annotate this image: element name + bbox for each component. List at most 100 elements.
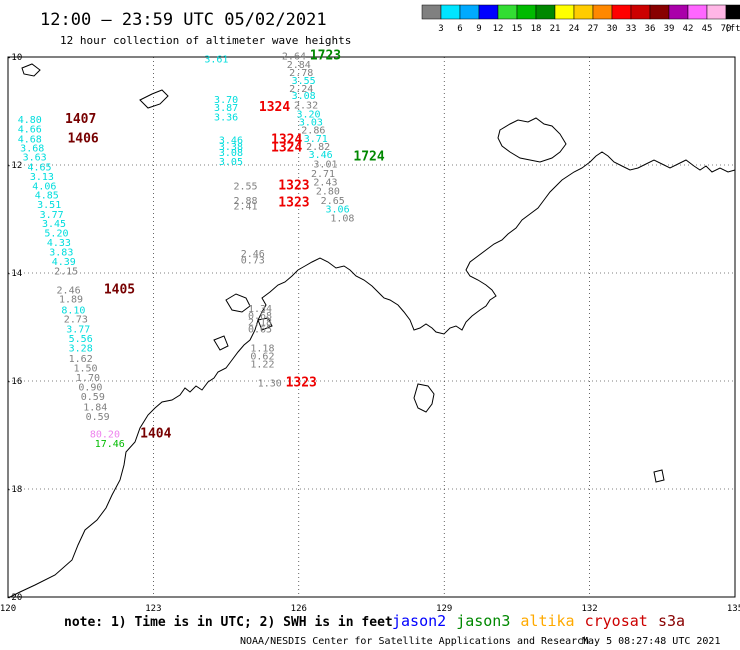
pass-time-label: 1323 [278, 178, 309, 193]
wave-height-value: 0.59 [86, 412, 110, 423]
island-northwest [139, 89, 169, 109]
longitude-tick-label: 120 [0, 604, 16, 614]
wave-height-value: 80.20 [90, 430, 120, 441]
color-scale-label: 24 [569, 24, 580, 34]
latitude-tick-label: -14 [6, 269, 22, 279]
color-swatch [440, 4, 461, 20]
pass-time-label: 1324 [271, 141, 302, 156]
wave-height-value: 3.70 [214, 95, 238, 106]
wave-height-value: 1.70 [76, 373, 100, 384]
melville-island-coastline [497, 117, 567, 163]
coastline [9, 63, 736, 598]
color-swatch [706, 4, 727, 20]
wave-height-value: 3.45 [42, 219, 66, 230]
wave-height-value: 2.24 [289, 84, 313, 95]
wave-height-value: 3.77 [66, 324, 90, 335]
map-title: 12:00 – 23:59 UTC 05/02/2021 [40, 10, 327, 30]
color-swatch [649, 4, 670, 20]
satellite-legend-jason3: jason3 [456, 612, 510, 630]
footer-note: note: 1) Time is in UTC; 2) SWH is in fe… [64, 615, 393, 630]
wave-height-value: 3.46 [219, 135, 243, 146]
wave-height-value: 3.13 [30, 172, 54, 183]
longitude-tick-label: 126 [291, 604, 307, 614]
australia-coastline [9, 151, 736, 598]
satellite-legend-cryosat: cryosat [585, 612, 648, 630]
wave-height-value: 1.84 [83, 403, 107, 414]
wave-height-value: 2.73 [64, 315, 88, 326]
wave-height-value: 1.30 [258, 378, 282, 389]
wave-height-value: 0.68 [248, 311, 272, 322]
wave-height-value: 2.64 [282, 52, 306, 63]
wave-height-value: 3.87 [214, 103, 238, 114]
wave-height-value: 3.06 [326, 205, 350, 216]
footer-credit: NOAA/NESDIS Center for Satellite Applica… [240, 636, 589, 647]
map-subtitle: 12 hour collection of altimeter wave hei… [60, 34, 351, 47]
wave-height-value: 1.22 [250, 360, 274, 371]
color-swatch [611, 4, 632, 20]
wave-height-value: 4.85 [35, 190, 59, 201]
footer-timestamp: May 5 08:27:48 UTC 2021 [582, 636, 720, 647]
color-swatch [687, 4, 708, 20]
color-swatch [592, 4, 613, 20]
pass-time-label: 1407 [65, 112, 96, 127]
wave-height-value: 3.68 [20, 144, 44, 155]
color-scale-label: 3 [438, 24, 443, 34]
color-swatch [630, 4, 651, 20]
coastal-islands [213, 293, 273, 351]
wave-height-value: 3.28 [69, 343, 93, 354]
axis-tick-labels: 120 123 126 129 132 135 -10 -12 -14 -16 -18 -20 [0, 53, 740, 614]
wave-height-value: 4.39 [52, 257, 76, 268]
wave-height-value: 4.65 [27, 162, 51, 173]
wave-height-value: 2.32 [294, 100, 318, 111]
longitude-tick-label: 132 [581, 604, 597, 614]
wave-height-value: 1.08 [330, 214, 354, 225]
wave-height-value: 2.55 [233, 181, 257, 192]
wave-height-value: 4.33 [47, 238, 71, 249]
wave-height-value: 0.65 [248, 324, 272, 335]
wave-height-observations: 3.61 2.642.842.783.552.243.082.323.203.03… [18, 52, 355, 450]
wave-height-value: 3.38 [219, 142, 243, 153]
small-island [653, 469, 665, 483]
wave-height-value: 0.59 [81, 392, 105, 403]
satellite-legend-s3a: s3a [658, 612, 685, 630]
pass-time-label: 1723 [310, 49, 341, 64]
longitude-tick-label: 129 [436, 604, 452, 614]
wave-height-value: 2.41 [233, 201, 257, 212]
color-swatch [516, 4, 537, 20]
wave-height-value: 3.63 [23, 153, 47, 164]
wave-height-value: 17.46 [95, 439, 125, 450]
wave-height-value: 2.46 [241, 249, 265, 260]
color-swatch [554, 4, 575, 20]
color-scale-label: 42 [683, 24, 694, 34]
wave-height-value: 3.71 [304, 134, 328, 145]
latitude-tick-label: -18 [6, 485, 22, 495]
wave-height-value: 0.90 [78, 383, 102, 394]
wave-height-value: 2.71 [311, 169, 335, 180]
wave-height-value: 2.65 [321, 196, 345, 207]
wave-height-value: 4.80 [18, 115, 42, 126]
color-swatch [478, 4, 499, 20]
wave-height-value: 4.68 [18, 134, 42, 145]
color-swatch [573, 4, 594, 20]
satellite-legend-altika: altika [520, 612, 574, 630]
wave-height-value: 4.06 [32, 181, 56, 192]
wave-height-value: 1.34 [248, 304, 272, 315]
color-scale-label: 12 [493, 24, 504, 34]
longitude-tick-label: 135 [727, 604, 740, 614]
satellite-legend: jason2 jason3 altika cryosat s3a [392, 612, 685, 630]
wave-height-value: 4.66 [18, 125, 42, 136]
wave-height-value: 5.56 [69, 334, 93, 345]
wave-height-value: 3.08 [292, 91, 316, 102]
color-scale-label: 15 [512, 24, 523, 34]
wave-height-value: 3.77 [40, 210, 64, 221]
wave-height-value: 8.10 [61, 306, 85, 317]
wave-height-value: 3.55 [292, 76, 316, 87]
island-west [21, 63, 41, 77]
latitude-tick-label: -12 [6, 161, 22, 171]
wave-height-value: 3.46 [309, 150, 333, 161]
pass-time-label: 1324 [259, 100, 290, 115]
wave-height-value: 2.43 [313, 178, 337, 189]
color-swatch [497, 4, 518, 20]
pass-time-label: 1406 [67, 131, 98, 146]
